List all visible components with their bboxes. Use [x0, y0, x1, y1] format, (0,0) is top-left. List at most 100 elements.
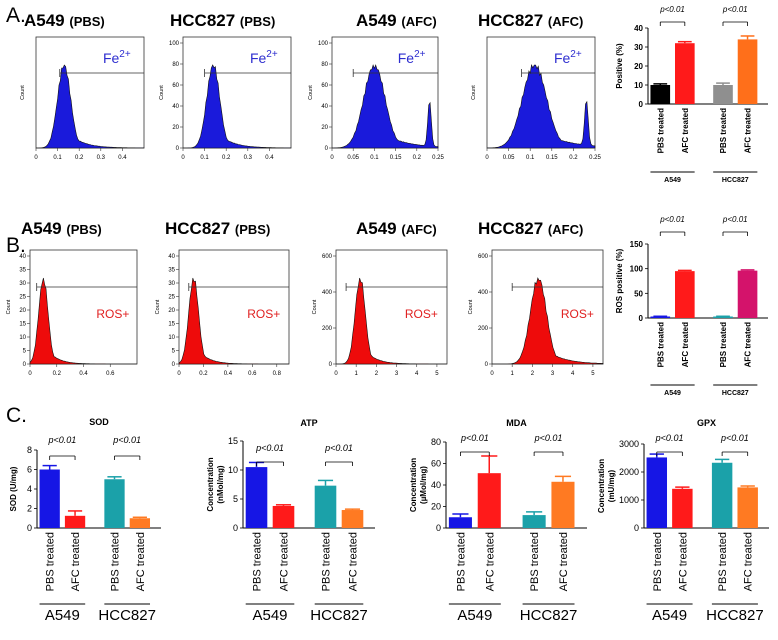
p-value-label: p<0.01	[722, 215, 748, 224]
x-tick-label: 0.25	[589, 155, 601, 161]
category-label: AFC treated	[681, 322, 690, 367]
flow-title: A549 (PBS)	[21, 219, 102, 238]
x-tick-label: 0	[181, 155, 185, 161]
y-tick-label: 40	[19, 254, 26, 260]
y-tick-label: 3000	[619, 439, 639, 449]
x-tick-label: 0.2	[75, 155, 84, 161]
x-tick-label: 0.6	[106, 371, 115, 377]
p-value-label: p<0.01	[720, 433, 749, 443]
y-tick-label: 20	[431, 502, 441, 512]
gate-label-main: Fe	[103, 50, 120, 66]
category-label: PBS treated	[719, 322, 728, 367]
category-label: AFC treated	[558, 532, 570, 591]
bar	[737, 270, 758, 318]
x-tick-label: 0.2	[53, 371, 62, 377]
p-value-label: p<0.01	[655, 433, 684, 443]
flow-title-treatment: (AFC)	[401, 222, 436, 237]
bar	[245, 467, 268, 528]
category-label: PBS treated	[455, 532, 467, 591]
bar-chart-B-bar: 0 50 100 150 ROS positive (%) PBS treated AFC …	[615, 215, 768, 397]
y-tick-label: 40	[168, 254, 175, 260]
bar	[477, 473, 501, 528]
y-tick-label: 100	[630, 265, 644, 274]
y-tick-label: 6	[27, 465, 32, 475]
y-tick-label: 5	[233, 494, 238, 504]
bar	[314, 485, 337, 528]
chart-title: ATP	[300, 418, 317, 428]
y-tick-label: 30	[634, 43, 643, 52]
x-tick-label: 5	[435, 371, 439, 377]
p-value-label: p<0.01	[460, 433, 489, 443]
gate-label-sup: 2+	[414, 49, 426, 60]
flow-histogram-A-flow-4: HCC827 (AFC) Fe2+ 0 0.05 0.1 0.15 0.2 0.25 Count	[471, 11, 601, 161]
bar-chart-C-ATP: ATP 0 5 10 15 Concentration(nMol/mg) PBS treat…	[206, 418, 375, 624]
p-value-label: p<0.01	[47, 435, 76, 445]
gate-label-sup: 2+	[266, 49, 278, 60]
flow-title-sample: A549	[21, 219, 66, 238]
bar	[711, 462, 733, 528]
y-tick-label: 8	[27, 445, 32, 455]
gate-label: Fe2+	[250, 49, 278, 66]
x-tick-label: 1	[355, 371, 359, 377]
flow-title: HCC827 (AFC)	[478, 219, 583, 238]
x-tick-label: 0	[334, 371, 338, 377]
gate-label: Fe2+	[398, 49, 426, 66]
histogram-area	[29, 277, 137, 365]
bar	[448, 517, 472, 528]
y-tick-label: 20	[634, 62, 643, 71]
y-tick-label: 60	[172, 83, 179, 89]
y-tick-label: 100	[169, 41, 180, 47]
flow-histogram-A-flow-1: A549 (PBS) Fe2+ 0 0.1 0.2 0.3 0.4 Count	[20, 11, 145, 161]
flow-title: A549 (AFC)	[356, 11, 437, 30]
flow-title: A549 (PBS)	[24, 11, 105, 30]
histogram-area	[492, 277, 604, 365]
y-tick-label: 2000	[619, 467, 639, 477]
bar	[341, 510, 364, 528]
bar	[737, 487, 758, 528]
flow-histogram-B-flow-1: A549 (PBS) ROS+ 0 0.2 0.4 0.6 0 5 10 15 20 25 30 35 40…	[6, 219, 138, 377]
x-tick-label: 2	[375, 371, 379, 377]
y-tick-label: 40	[321, 104, 328, 110]
bar	[650, 85, 671, 104]
group-label: HCC827	[706, 607, 764, 624]
y-tick-label: 0	[325, 146, 329, 152]
gate-label: ROS+	[247, 307, 280, 321]
flow-title-sample: HCC827	[478, 11, 548, 30]
y-axis-label-line2: (nMol/mg)	[216, 465, 225, 504]
category-label: AFC treated	[677, 532, 689, 591]
bar	[64, 515, 86, 528]
gate-label: Fe2+	[103, 49, 131, 66]
y-axis-label-line1: Concentration	[409, 458, 418, 512]
bar	[713, 85, 733, 104]
x-tick-label: 0.1	[370, 155, 379, 161]
y-tick-label: 200	[478, 326, 489, 332]
bar	[713, 316, 733, 318]
y-tick-label: 150	[630, 240, 644, 249]
bar	[104, 479, 125, 528]
y-tick-label: 5	[23, 349, 27, 355]
flow-title-treatment: (PBS)	[66, 222, 101, 237]
panel-label: A.	[6, 4, 26, 27]
category-label: AFC treated	[681, 108, 690, 153]
y-axis-label: Count	[6, 299, 12, 314]
y-axis-label: Count	[308, 85, 314, 100]
bar	[675, 271, 695, 318]
group-label: A549	[252, 607, 287, 624]
x-tick-label: 0.2	[222, 155, 231, 161]
bar-chart-C-MDA: MDA 0 20 40 60 80 Concentration(µMol/mg) PBS tr…	[409, 418, 587, 624]
y-tick-label: 25	[168, 295, 175, 301]
category-label: PBS treated	[717, 532, 729, 591]
x-tick-label: 0	[490, 371, 494, 377]
y-tick-label: 0	[23, 362, 27, 368]
flow-title-sample: HCC827	[478, 219, 548, 238]
y-tick-label: 0	[639, 100, 644, 109]
flow-title: HCC827 (AFC)	[478, 11, 583, 30]
x-tick-label: 0.1	[526, 155, 535, 161]
category-label: PBS treated	[252, 532, 264, 591]
histogram-area	[178, 277, 289, 365]
flow-title: HCC827 (PBS)	[170, 11, 275, 30]
y-tick-label: 0	[176, 146, 180, 152]
x-tick-label: 0	[28, 371, 32, 377]
y-tick-label: 20	[172, 125, 179, 131]
y-axis-label: Count	[468, 299, 474, 314]
